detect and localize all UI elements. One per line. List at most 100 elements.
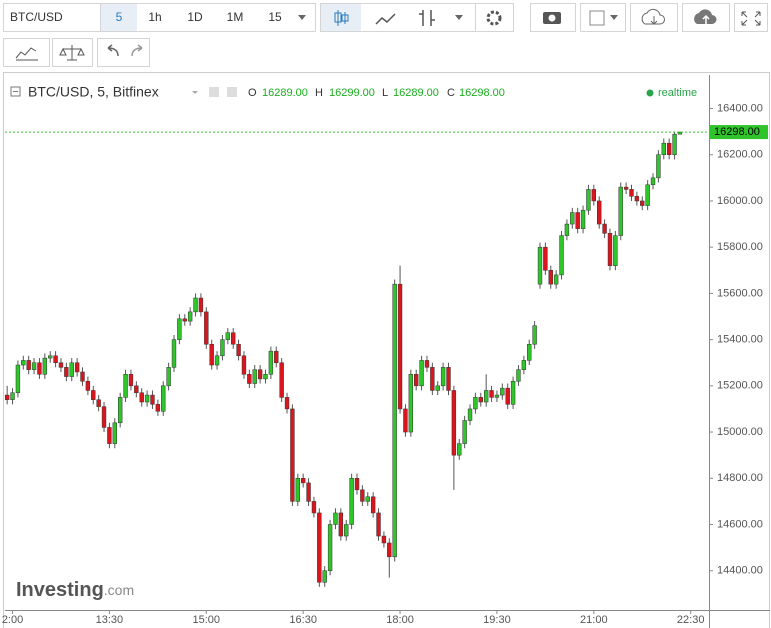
- x-tick-label: 19:30: [483, 614, 511, 626]
- candle-body: [123, 374, 128, 398]
- compare-button[interactable]: [52, 38, 93, 67]
- candle-body: [204, 311, 209, 345]
- candle-body: [478, 397, 483, 403]
- candle-body: [640, 200, 645, 206]
- ohlc-letter: L: [382, 87, 388, 99]
- x-tick-label: 18:00: [386, 614, 414, 626]
- candle-body: [575, 212, 580, 229]
- collapse-box[interactable]: [10, 86, 21, 97]
- candle-body: [161, 385, 166, 412]
- candle-body: [483, 390, 489, 403]
- dropdown-arrow: [298, 15, 306, 20]
- interval[interactable]: 1D: [187, 10, 203, 24]
- interval[interactable]: 1M: [227, 10, 244, 24]
- candle-body: [42, 357, 48, 375]
- candle-body: [155, 404, 161, 412]
- x-tick-label: 15:00: [193, 614, 221, 626]
- candle-body: [295, 478, 300, 502]
- candle-body: [53, 355, 58, 363]
- candle-body: [80, 371, 85, 382]
- candle-body: [333, 512, 338, 525]
- candle-body: [193, 297, 198, 313]
- candle-body: [521, 360, 527, 370]
- candle-body: [322, 570, 327, 583]
- candle-body: [338, 512, 344, 537]
- candle-body: [91, 390, 96, 400]
- candle-body: [214, 355, 220, 366]
- settings-button[interactable]: [475, 3, 514, 32]
- candle-body: [370, 496, 376, 514]
- candle-body: [607, 233, 613, 266]
- candle-body: [510, 380, 516, 405]
- candle-body: [387, 542, 392, 558]
- legend-title: BTC/USD, 5, Bitfinex: [28, 84, 159, 100]
- cloud-arrow: [702, 14, 710, 24]
- candle-body: [4, 394, 10, 400]
- candle-body: [645, 184, 650, 206]
- candle-body: [231, 332, 236, 345]
- candle-body: [435, 385, 440, 391]
- watermark-brand: Investing: [16, 579, 104, 601]
- candle-body: [241, 355, 247, 375]
- candle-body: [225, 332, 231, 340]
- candle-body: [139, 392, 144, 403]
- y-tick-label: 14800.00: [717, 472, 763, 484]
- eye-icon[interactable]: [209, 87, 219, 97]
- chart-frame: [3, 72, 770, 628]
- line-icon[interactable]: [375, 13, 396, 25]
- candle-body: [74, 362, 80, 373]
- interval[interactable]: 15: [268, 10, 282, 24]
- candle-body: [64, 367, 69, 377]
- candle-body: [634, 196, 640, 202]
- ohlc-value: 16289.00: [393, 87, 439, 99]
- candle-body: [279, 362, 284, 398]
- candle-body: [462, 420, 467, 444]
- interval[interactable]: 1h: [148, 10, 161, 24]
- interval[interactable]: 5: [116, 10, 123, 24]
- candle-body: [311, 501, 317, 514]
- candle-body: [424, 360, 430, 368]
- bars-icon[interactable]: [419, 10, 435, 26]
- redo-icon[interactable]: [131, 44, 143, 57]
- candle-body: [85, 380, 91, 391]
- candle-body: [403, 408, 408, 433]
- candle-body: [467, 408, 473, 421]
- candle-body: [629, 189, 634, 197]
- candle-body: [69, 362, 74, 377]
- candle-body: [451, 390, 457, 456]
- ohlc-letter: C: [447, 87, 455, 99]
- candle-body: [489, 390, 494, 398]
- gear-icon: [486, 10, 502, 26]
- y-tick-label: 15000.00: [717, 426, 763, 438]
- plot: 14400.00 14600.00 14800.00 15000.00 15200.00…: [2, 75, 770, 628]
- symbol-box[interactable]: [3, 3, 101, 32]
- candle-body: [666, 142, 672, 155]
- candle-body: [408, 374, 414, 433]
- candle-body: [257, 369, 263, 380]
- fullscreen-button[interactable]: [734, 3, 768, 32]
- y-tick-label: 16200.00: [717, 149, 763, 161]
- candle-body: [284, 397, 290, 410]
- candle-body: [586, 189, 591, 211]
- candle-body: [236, 343, 241, 357]
- candle-body: [182, 318, 187, 322]
- candle-body: [177, 318, 182, 340]
- indicators-icon: [15, 47, 38, 61]
- candle-body: [21, 360, 26, 366]
- y-tick-label: 16400.00: [717, 102, 763, 114]
- toolbar: BTC/USD 5 1h 1D 1M 15: [3, 3, 768, 32]
- candle-body: [144, 394, 150, 403]
- undo-icon[interactable]: [107, 44, 119, 57]
- candle-body: [430, 367, 435, 391]
- candle-body: [623, 186, 629, 190]
- candle-body: [354, 478, 360, 491]
- candle-body: [440, 367, 446, 387]
- interval-active: [101, 4, 137, 31]
- dropdown-arrow: [610, 15, 618, 20]
- settings-icon[interactable]: [227, 87, 237, 97]
- candle-body: [500, 387, 505, 396]
- candle-body: [247, 374, 252, 384]
- candle-body: [96, 399, 101, 407]
- ohlc-value: 16299.00: [329, 87, 375, 99]
- candle-body: [527, 343, 532, 361]
